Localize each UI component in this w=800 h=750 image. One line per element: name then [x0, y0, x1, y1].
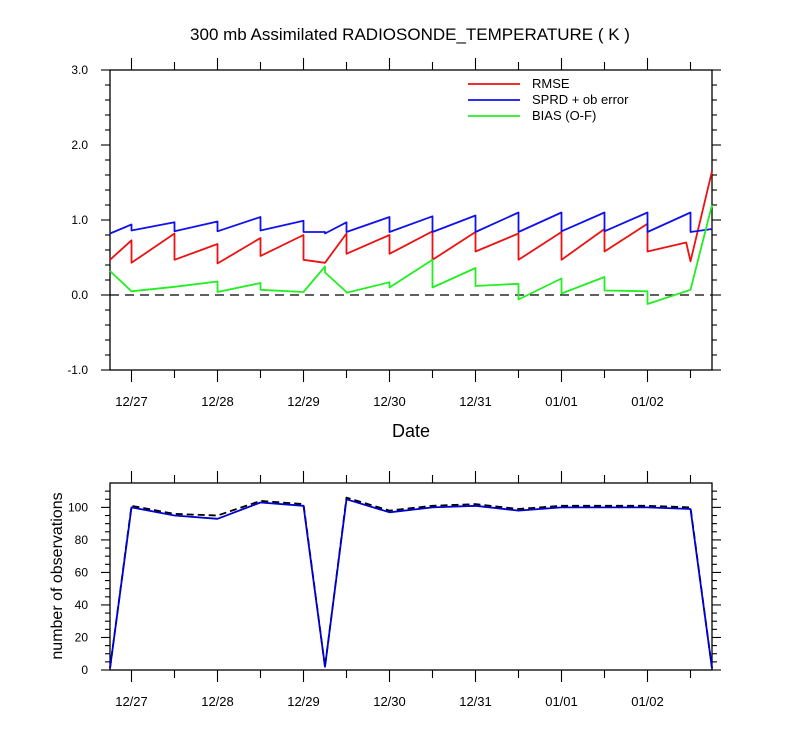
y-tick-label: -1.0	[67, 363, 88, 377]
y-tick-label: 100	[68, 500, 88, 514]
bottom-series-group	[109, 496, 713, 669]
bottom-plot-frame	[109, 482, 713, 671]
series-line-sprd-ob-error	[109, 211, 713, 235]
y-tick-label: 60	[75, 565, 89, 579]
x-tick-label: 12/28	[201, 394, 234, 409]
top-plot-frame	[109, 69, 713, 371]
bottom-x-axis: 12/27 12/28 12/29 12/30 12/31 01/01 01/02	[115, 471, 692, 709]
series-line-rmse	[109, 171, 713, 265]
x-tick-label: 01/02	[631, 694, 664, 709]
x-tick-label: 12/30	[373, 694, 406, 709]
y-tick-label: 80	[75, 533, 89, 547]
y-tick-label: 20	[75, 630, 89, 644]
bottom-y-axis: 0 20 40 60 80 100	[68, 490, 721, 677]
x-tick-label: 01/01	[545, 694, 578, 709]
top-series-group	[109, 171, 713, 305]
x-tick-label: 01/02	[631, 394, 664, 409]
x-tick-label: 12/31	[459, 694, 492, 709]
series-line-observations-solid	[109, 498, 713, 669]
bottom-panel: 0 20 40 60 80 100 12/27 12/28 12/29 12/30 12/31 01…	[49, 471, 721, 709]
x-axis-label: Date	[392, 421, 430, 441]
x-tick-label: 12/27	[115, 694, 148, 709]
legend-label-bias: BIAS (O-F)	[532, 108, 596, 123]
y-axis-label-observations: number of observations	[49, 492, 66, 659]
y-tick-label: 40	[75, 598, 89, 612]
y-tick-label: 0	[81, 663, 88, 677]
x-tick-label: 12/29	[287, 694, 320, 709]
legend-label-rmse: RMSE	[532, 76, 570, 91]
x-tick-label: 12/31	[459, 394, 492, 409]
top-x-axis: 12/27 12/28 12/29 12/30 12/31 01/01 01/02	[115, 58, 692, 409]
x-tick-label: 12/27	[115, 394, 148, 409]
top-y-axis: -1.0 0.0 1.0 2.0 3.0	[67, 63, 721, 377]
series-line-observations-dashed	[109, 496, 713, 669]
legend-label-sprd: SPRD + ob error	[532, 92, 629, 107]
x-tick-label: 12/28	[201, 694, 234, 709]
chart-title: 300 mb Assimilated RADIOSONDE_TEMPERATUR…	[190, 25, 630, 44]
legend: RMSE SPRD + ob error BIAS (O-F)	[468, 76, 629, 123]
y-tick-label: 2.0	[71, 138, 88, 152]
y-tick-label: 0.0	[71, 288, 88, 302]
x-tick-label: 12/30	[373, 394, 406, 409]
top-panel: -1.00.01.02.03.0 12/27 12/28 12/29 12/30 12/…	[67, 58, 721, 441]
x-tick-label: 01/01	[545, 394, 578, 409]
y-tick-label: 1.0	[71, 213, 88, 227]
series-line-bias-o-f	[109, 204, 713, 305]
x-tick-label: 12/29	[287, 394, 320, 409]
y-tick-label: 3.0	[71, 63, 88, 77]
